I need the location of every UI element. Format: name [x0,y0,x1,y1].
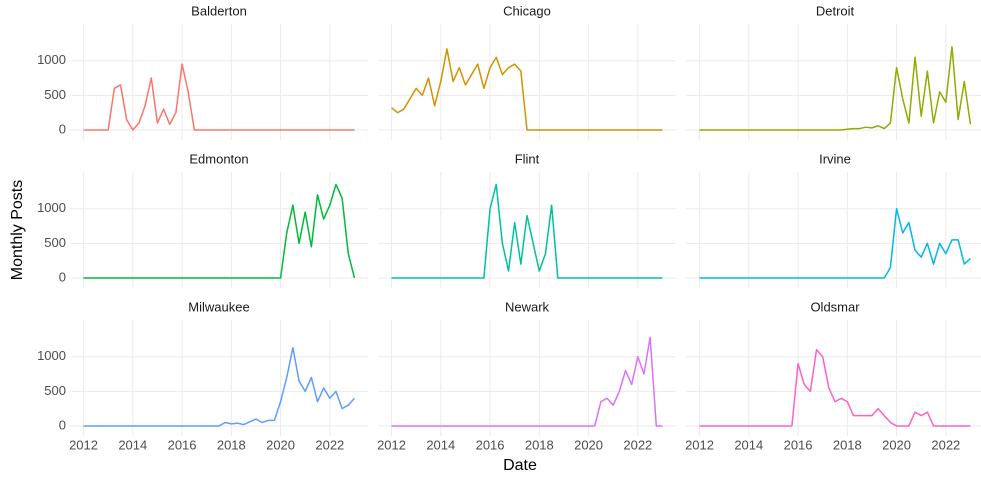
x-tick-label: 2018 [217,437,246,452]
line [391,48,663,131]
line [83,183,356,279]
x-tick-label: 2018 [833,437,862,452]
line [699,349,971,427]
x-tick-label: 2012 [685,437,714,452]
x-tick-label: 2022 [623,437,652,452]
facet-title: Detroit [816,3,855,18]
x-tick-label: 2022 [931,437,960,452]
y-tick-label: 0 [59,417,66,432]
line [83,346,356,427]
facet-title: Newark [505,299,550,314]
line [699,207,971,279]
y-axis-title: Monthly Posts [9,180,26,280]
x-tick-label: 2016 [168,437,197,452]
line [699,46,972,131]
y-tick-label: 1000 [37,52,66,67]
x-tick-label: 2014 [426,437,455,452]
x-tick-label: 2012 [69,437,98,452]
y-tick-label: 0 [59,121,66,136]
x-tick-label: 2022 [315,437,344,452]
x-tick-label: 2020 [266,437,295,452]
y-tick-label: 500 [44,383,66,398]
facet-title: Balderton [191,3,247,18]
x-tick-label: 2020 [882,437,911,452]
y-tick-label: 0 [59,269,66,284]
y-tick-label: 500 [44,87,66,102]
facet-title: Edmonton [189,151,248,166]
line [83,63,355,131]
x-tick-label: 2020 [574,437,603,452]
facet-title: Irvine [819,151,851,166]
y-tick-label: 500 [44,235,66,250]
x-tick-label: 2014 [734,437,763,452]
line [391,183,663,279]
y-tick-label: 1000 [37,200,66,215]
x-tick-label: 2016 [784,437,813,452]
x-tick-label: 2016 [476,437,505,452]
facet-title: Oldsmar [810,299,860,314]
x-axis-title: Date [503,457,537,474]
facet-title: Flint [515,151,540,166]
y-tick-label: 1000 [37,348,66,363]
x-tick-label: 2014 [118,437,147,452]
facet-title: Milwaukee [188,299,249,314]
x-tick-label: 2018 [525,437,554,452]
facet-title: Chicago [503,3,551,18]
line [391,336,663,427]
x-tick-label: 2012 [377,437,406,452]
